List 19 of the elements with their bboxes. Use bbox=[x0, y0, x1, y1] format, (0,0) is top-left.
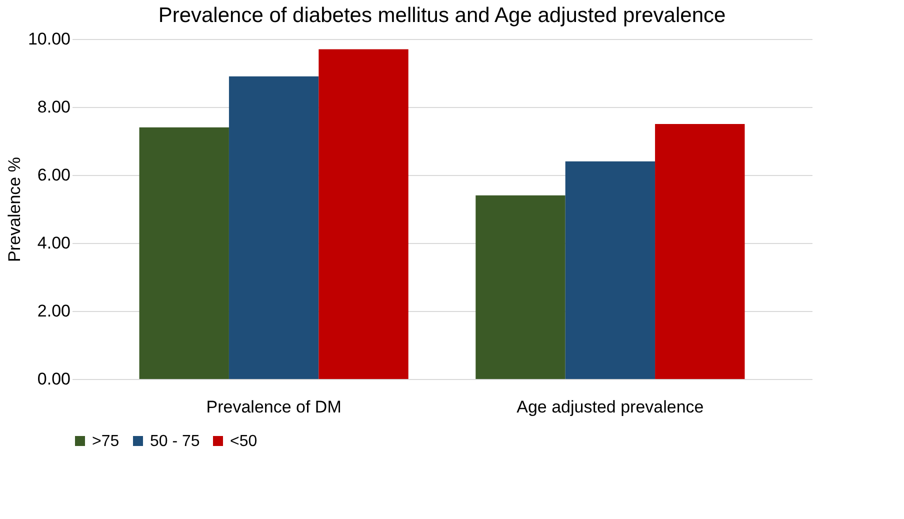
y-tick-label: 6.00 bbox=[37, 166, 70, 184]
y-tick-label: 10.00 bbox=[28, 30, 70, 48]
bar bbox=[655, 124, 745, 379]
legend-label: <50 bbox=[230, 433, 258, 450]
legend-label: >75 bbox=[92, 433, 120, 450]
y-axis-title: Prevalence % bbox=[4, 157, 24, 262]
bar bbox=[476, 195, 566, 379]
bar bbox=[139, 127, 229, 379]
bar bbox=[565, 161, 656, 379]
x-tick-label: Age adjusted prevalence bbox=[516, 398, 704, 416]
y-tick-label: 2.00 bbox=[37, 302, 70, 320]
y-tick-label: 4.00 bbox=[37, 234, 70, 252]
y-tick-label: 0.00 bbox=[37, 370, 70, 388]
bar bbox=[318, 49, 408, 379]
x-tick-label: Prevalence of DM bbox=[206, 398, 342, 416]
y-tick-label: 8.00 bbox=[37, 98, 70, 116]
legend-label: 50 - 75 bbox=[150, 433, 200, 450]
chart-title: Prevalence of diabetes mellitus and Age adjusted prevalence bbox=[158, 4, 726, 27]
bar bbox=[228, 76, 319, 379]
